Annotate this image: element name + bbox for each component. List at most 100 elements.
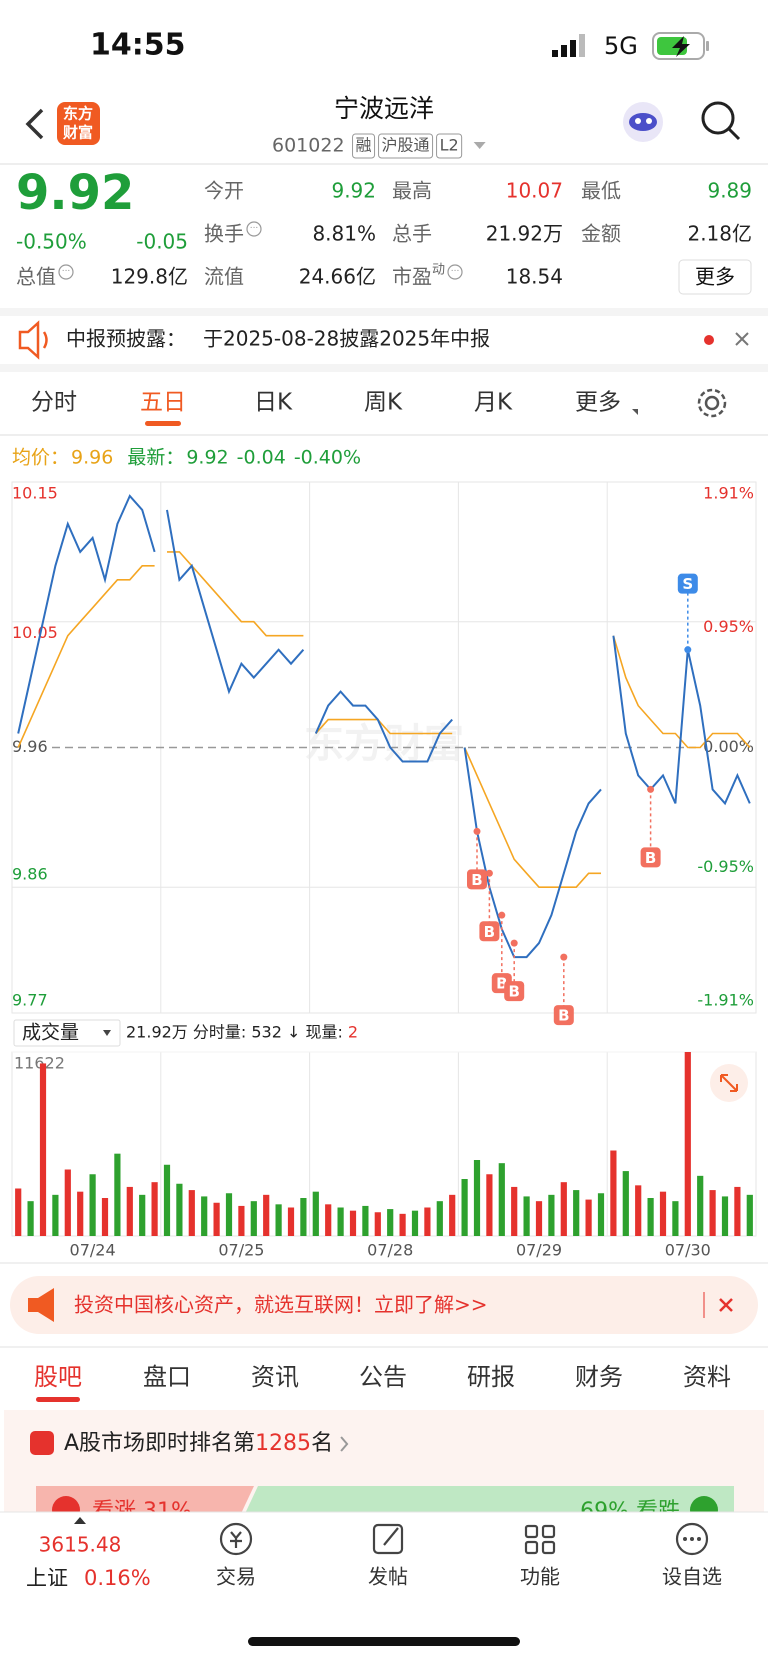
volume-bar (647, 1198, 654, 1236)
trade-badge (467, 869, 487, 890)
news-tab[interactable]: 资料 (683, 1363, 731, 1391)
news-tab[interactable]: 股吧 (34, 1363, 82, 1391)
price-line (612, 635, 751, 806)
news-tab[interactable]: 盘口 (143, 1363, 191, 1391)
volume-bar (560, 1182, 567, 1236)
info-icon (246, 221, 262, 237)
volume-bar (52, 1194, 59, 1236)
more-button[interactable] (678, 259, 752, 295)
tag-box (378, 133, 434, 159)
news-tab[interactable]: 资讯 (251, 1363, 299, 1391)
more-label[interactable]: 更多 (695, 265, 735, 289)
y2-tick-label: -1.91% (697, 991, 754, 1010)
search-button[interactable] (701, 101, 741, 141)
notice-text: 于2025-08-28披露2025年中报 (203, 327, 490, 351)
settings-button[interactable] (697, 388, 727, 418)
volume-bar (201, 1196, 208, 1236)
volume-bar (15, 1188, 22, 1236)
volume-bar (610, 1150, 617, 1236)
field-value: 21.92万 (486, 222, 563, 246)
ad-close[interactable] (719, 1298, 733, 1312)
tab-underline (36, 1397, 80, 1402)
period-tab[interactable]: 五日 (140, 390, 186, 416)
nav-label[interactable]: 交易 (216, 1565, 256, 1589)
ad-text[interactable]: 投资中国核心资产，就选互联网！立即了解>> (74, 1293, 488, 1317)
tag-box (352, 133, 376, 159)
ranking-text[interactable]: A股市场即时排名第 (64, 1431, 255, 1456)
volume-bar (585, 1199, 592, 1236)
ranking-text[interactable]: 名 (311, 1431, 333, 1456)
volume-bar (89, 1174, 96, 1236)
volume-bar (114, 1153, 121, 1236)
volume-bar (635, 1185, 642, 1236)
trade-badge (677, 573, 698, 594)
price-line (314, 690, 453, 763)
field-value: 24.66亿 (299, 265, 376, 289)
trade-point (498, 911, 506, 919)
volume-bar (176, 1183, 183, 1236)
assistant-avatar[interactable] (623, 102, 663, 142)
index-value[interactable]: 3615.48 (39, 1533, 122, 1557)
tab-underline (145, 421, 181, 426)
ad-banner[interactable] (10, 1276, 758, 1334)
period-tab[interactable]: 周K (364, 390, 403, 416)
field-value: 9.92 (331, 179, 376, 203)
nav-label[interactable]: 功能 (520, 1565, 560, 1589)
period-tab[interactable]: 更多 (575, 390, 621, 416)
price-chart: 10.15 10.05 9.96 9.86 9.77 1.91% 0.95% 0.00% -0.… (11, 481, 757, 1026)
period-tab[interactable]: 日K (254, 390, 293, 416)
news-tab[interactable]: 研报 (467, 1363, 515, 1391)
price-line (17, 494, 156, 734)
trade-point (647, 785, 655, 793)
period-tab[interactable]: 分时 (31, 390, 77, 416)
trade-label: B (645, 849, 656, 867)
volume-info: 21.92万 分时量: 532 ↓ 现量: (126, 1023, 343, 1042)
ranking-text[interactable]: 1285 (255, 1431, 311, 1456)
legend-text: -0.04 (237, 447, 286, 469)
ranking-row[interactable]: A股市场即时排名第 1285 名 (64, 1431, 349, 1456)
volume-title[interactable]: 成交量 (22, 1022, 79, 1044)
trade-label: B (508, 983, 519, 1001)
volume-bar (27, 1201, 34, 1236)
trade-label: B (496, 975, 507, 993)
network-label: 5G (604, 32, 638, 60)
trade-point (510, 939, 518, 947)
volume-bar (436, 1201, 443, 1236)
nav-label[interactable]: 设自选 (662, 1565, 722, 1589)
volume-bar (250, 1201, 257, 1236)
volume-bar (672, 1201, 679, 1236)
index-pct[interactable]: 0.16% (84, 1566, 151, 1590)
change-abs: -0.05 (136, 230, 188, 254)
stock-tag: 沪股通 (382, 136, 430, 155)
average-line (17, 564, 155, 748)
close-button[interactable] (735, 332, 749, 346)
volume-bar (101, 1198, 109, 1236)
field-value: 18.54 (506, 265, 563, 289)
period-tab[interactable]: 月K (474, 390, 513, 416)
average-line (167, 551, 304, 637)
index-name[interactable]: 上证 (26, 1566, 68, 1590)
volume-bar (697, 1175, 704, 1236)
trade-label: B (484, 923, 495, 941)
dropdown-arrow (473, 142, 486, 149)
x-tick-label: 07/25 (218, 1241, 264, 1260)
news-tab[interactable]: 公告 (359, 1363, 407, 1391)
volume-bar (486, 1174, 493, 1236)
field-value: 9.89 (707, 179, 752, 203)
y-tick-label: 10.05 (12, 623, 58, 642)
news-tab[interactable]: 财务 (575, 1363, 623, 1391)
volume-bar (213, 1202, 220, 1236)
volume-bar (473, 1160, 481, 1236)
nav-label[interactable]: 发帖 (368, 1565, 408, 1589)
field-label: 流值 (204, 265, 244, 289)
volume-bar (461, 1179, 468, 1236)
trade-label: B (471, 871, 482, 889)
back-button[interactable] (25, 108, 44, 140)
info-dots: ··· (451, 267, 460, 277)
dropdown-box[interactable] (13, 1019, 121, 1047)
volume-bar (325, 1204, 332, 1236)
stock-title: 宁波远洋 (334, 94, 434, 123)
volume-bar (337, 1207, 344, 1236)
y-tick-label: 9.77 (12, 991, 48, 1010)
